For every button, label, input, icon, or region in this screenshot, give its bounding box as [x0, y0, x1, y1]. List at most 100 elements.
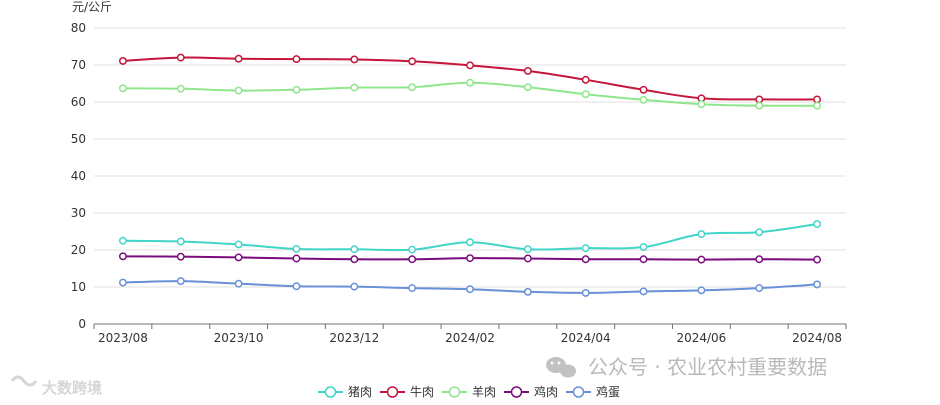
wechat-watermark-text: 公众号 · 农业农村重要数据	[588, 355, 827, 379]
legend-marker-icon	[448, 386, 461, 398]
legend-label: 羊肉	[472, 384, 496, 399]
data-point[interactable]	[234, 279, 243, 288]
data-point[interactable]	[755, 255, 764, 264]
data-point[interactable]	[523, 287, 532, 296]
data-point[interactable]	[408, 83, 417, 92]
legend-label: 猪肉	[348, 385, 372, 399]
x-tick-label: 2023/12	[329, 331, 379, 345]
data-point[interactable]	[350, 55, 359, 64]
data-point[interactable]	[813, 101, 822, 110]
brand-watermark: 大数跨境	[10, 375, 102, 397]
series-3	[118, 78, 822, 110]
data-point[interactable]	[176, 252, 185, 261]
brand-logo-icon	[10, 375, 38, 387]
data-point[interactable]	[755, 228, 764, 237]
x-tick-label: 2024/02	[445, 331, 495, 345]
data-point[interactable]	[466, 285, 474, 294]
data-point[interactable]	[234, 240, 243, 249]
data-point[interactable]	[581, 90, 590, 99]
data-point[interactable]	[118, 236, 127, 245]
data-point[interactable]	[813, 280, 822, 289]
data-point[interactable]	[292, 85, 301, 94]
legend-item[interactable]: 猪肉	[318, 385, 372, 399]
legend-item[interactable]: 鸡肉	[504, 384, 558, 399]
data-point[interactable]	[234, 54, 243, 63]
data-point[interactable]	[292, 55, 301, 64]
data-point[interactable]	[813, 95, 822, 104]
y-tick-label: 0	[78, 317, 86, 331]
series-1	[118, 220, 822, 254]
data-point[interactable]	[639, 243, 648, 251]
series-group	[118, 53, 822, 297]
data-point[interactable]	[176, 277, 185, 286]
data-point[interactable]	[234, 86, 243, 95]
y-tick-label: 30	[71, 206, 86, 220]
data-point[interactable]	[118, 56, 127, 65]
data-point[interactable]	[176, 53, 185, 62]
data-point[interactable]	[118, 252, 127, 261]
x-tick-label: 2024/04	[561, 331, 611, 345]
legend-item[interactable]: 牛肉	[380, 384, 434, 399]
data-point[interactable]	[581, 75, 590, 84]
data-point[interactable]	[697, 100, 706, 109]
data-point[interactable]	[118, 84, 127, 93]
y-tick-label: 40	[71, 169, 86, 183]
data-point[interactable]	[813, 220, 822, 229]
data-point[interactable]	[466, 61, 474, 70]
data-point[interactable]	[466, 254, 474, 263]
data-point[interactable]	[755, 95, 764, 104]
data-point[interactable]	[755, 284, 764, 293]
data-point[interactable]	[639, 287, 648, 296]
chart-grid	[94, 27, 846, 288]
data-point[interactable]	[234, 253, 243, 262]
y-tick-label: 50	[71, 132, 86, 146]
legend-label: 鸡肉	[534, 384, 558, 399]
x-tick-label: 2024/06	[676, 331, 726, 345]
x-tick-label: 2024/08	[792, 331, 842, 345]
data-point[interactable]	[292, 244, 301, 253]
data-point[interactable]	[581, 255, 590, 264]
data-point[interactable]	[466, 78, 474, 87]
legend-label: 牛肉	[410, 384, 434, 399]
series-line	[122, 223, 818, 252]
data-point[interactable]	[408, 284, 417, 293]
legend-marker-icon	[324, 386, 337, 398]
data-point[interactable]	[581, 244, 590, 253]
data-point[interactable]	[350, 83, 359, 92]
data-point[interactable]	[292, 282, 301, 291]
legend-item[interactable]: 鸡蛋	[566, 384, 620, 399]
wechat-watermark: 公众号 · 农业农村重要数据	[546, 355, 827, 379]
chart-legend[interactable]: 猪肉 牛肉 羊肉 鸡肉 鸡蛋	[318, 384, 620, 399]
data-point[interactable]	[408, 57, 417, 66]
brand-watermark-text: 大数跨境	[42, 379, 102, 397]
data-point[interactable]	[639, 255, 648, 264]
data-point[interactable]	[408, 255, 417, 264]
data-point[interactable]	[408, 245, 417, 254]
data-point[interactable]	[176, 84, 185, 93]
data-point[interactable]	[523, 66, 532, 75]
data-point[interactable]	[697, 255, 706, 264]
data-point[interactable]	[697, 230, 706, 239]
data-point[interactable]	[350, 255, 359, 264]
y-tick-label: 10	[71, 280, 86, 294]
data-point[interactable]	[292, 254, 301, 263]
data-point[interactable]	[581, 288, 590, 297]
data-point[interactable]	[176, 237, 185, 246]
data-point[interactable]	[523, 254, 532, 263]
y-axis-unit-label: 元/公斤	[72, 0, 112, 14]
data-point[interactable]	[639, 95, 648, 104]
data-point[interactable]	[118, 278, 127, 287]
data-point[interactable]	[639, 85, 648, 94]
legend-label: 鸡蛋	[596, 384, 620, 399]
data-point[interactable]	[523, 245, 532, 254]
data-point[interactable]	[350, 245, 359, 254]
data-point[interactable]	[523, 83, 532, 92]
data-point[interactable]	[755, 101, 764, 110]
data-point[interactable]	[697, 286, 706, 295]
data-point[interactable]	[350, 282, 359, 291]
legend-marker-icon	[510, 386, 523, 398]
data-point[interactable]	[466, 238, 474, 247]
legend-item[interactable]: 羊肉	[442, 384, 496, 399]
data-point[interactable]	[813, 255, 822, 264]
